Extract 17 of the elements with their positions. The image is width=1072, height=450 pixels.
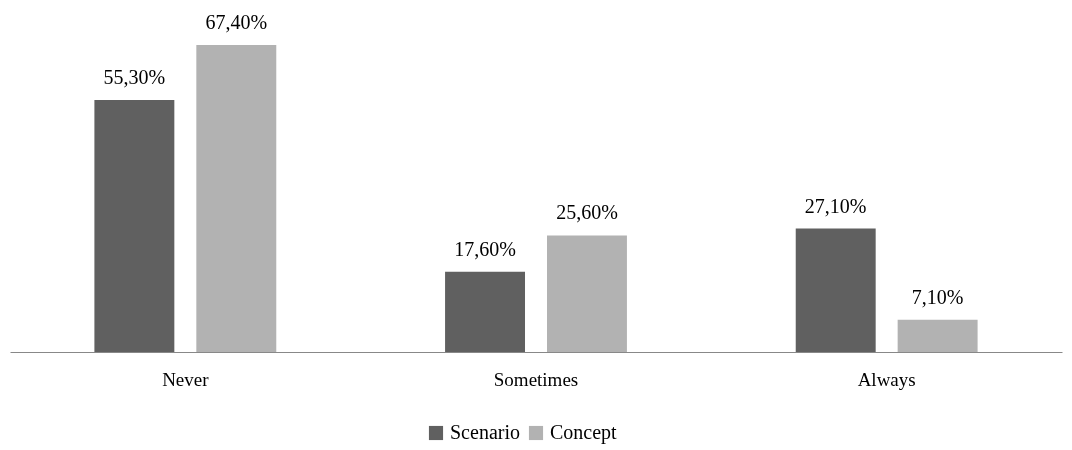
x-tick-label: Never [162,368,210,390]
data-label: 17,60% [454,237,516,260]
data-label: 25,60% [556,201,618,224]
x-tick-label: Sometimes [493,368,579,390]
data-label: 67,40% [205,11,268,33]
data-label: 55,30% [103,66,166,89]
bar [445,271,526,352]
bar [546,235,627,352]
x-tick-label: Always [857,368,916,390]
data-label: 27,10% [804,194,867,217]
legend-label: Scenario [450,421,520,443]
bar [795,228,876,352]
bar [897,319,978,352]
bar [196,45,277,352]
data-label: 7,10% [911,285,964,308]
legend-label: Concept [550,421,618,444]
bar [94,100,175,352]
